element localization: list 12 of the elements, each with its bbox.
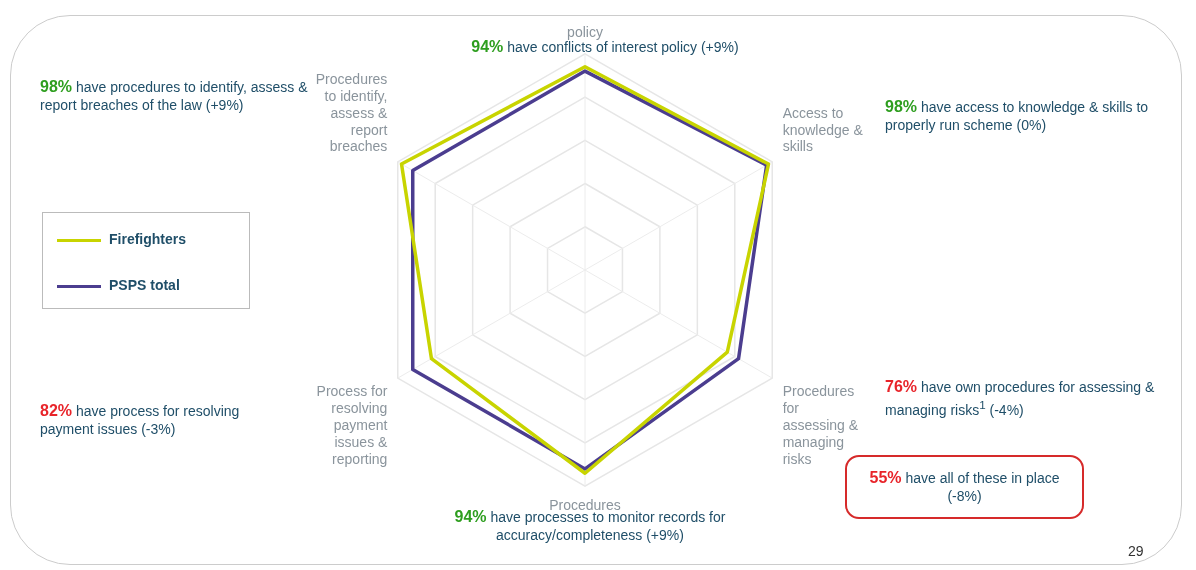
- spoke-label: Access to knowledge & skills: [782, 104, 864, 155]
- text: 98% have access to knowledge & skills to properly run scheme (0%): [885, 98, 1150, 134]
- spoke-label: policy: [567, 24, 603, 41]
- text: 82% have process for resolving payment issues (-3%): [40, 402, 241, 438]
- text: 55% have all of these in place (-8%): [845, 455, 1084, 519]
- spoke-label: Procedures to identify, assess & report breaches: [315, 71, 389, 155]
- legend-label: Firefighters: [108, 231, 187, 247]
- text: 29: [1128, 542, 1145, 560]
- legend-label: PSPS total: [108, 277, 180, 293]
- spoke-label: Process for resolving payment issues & reporting: [316, 383, 389, 467]
- text: 98% have procedures to identify, assess & report breaches of the law (+9%): [40, 78, 308, 113]
- text: 76% have own procedures for assessing & managing risks$^{1}$ (-4%): [885, 378, 1156, 419]
